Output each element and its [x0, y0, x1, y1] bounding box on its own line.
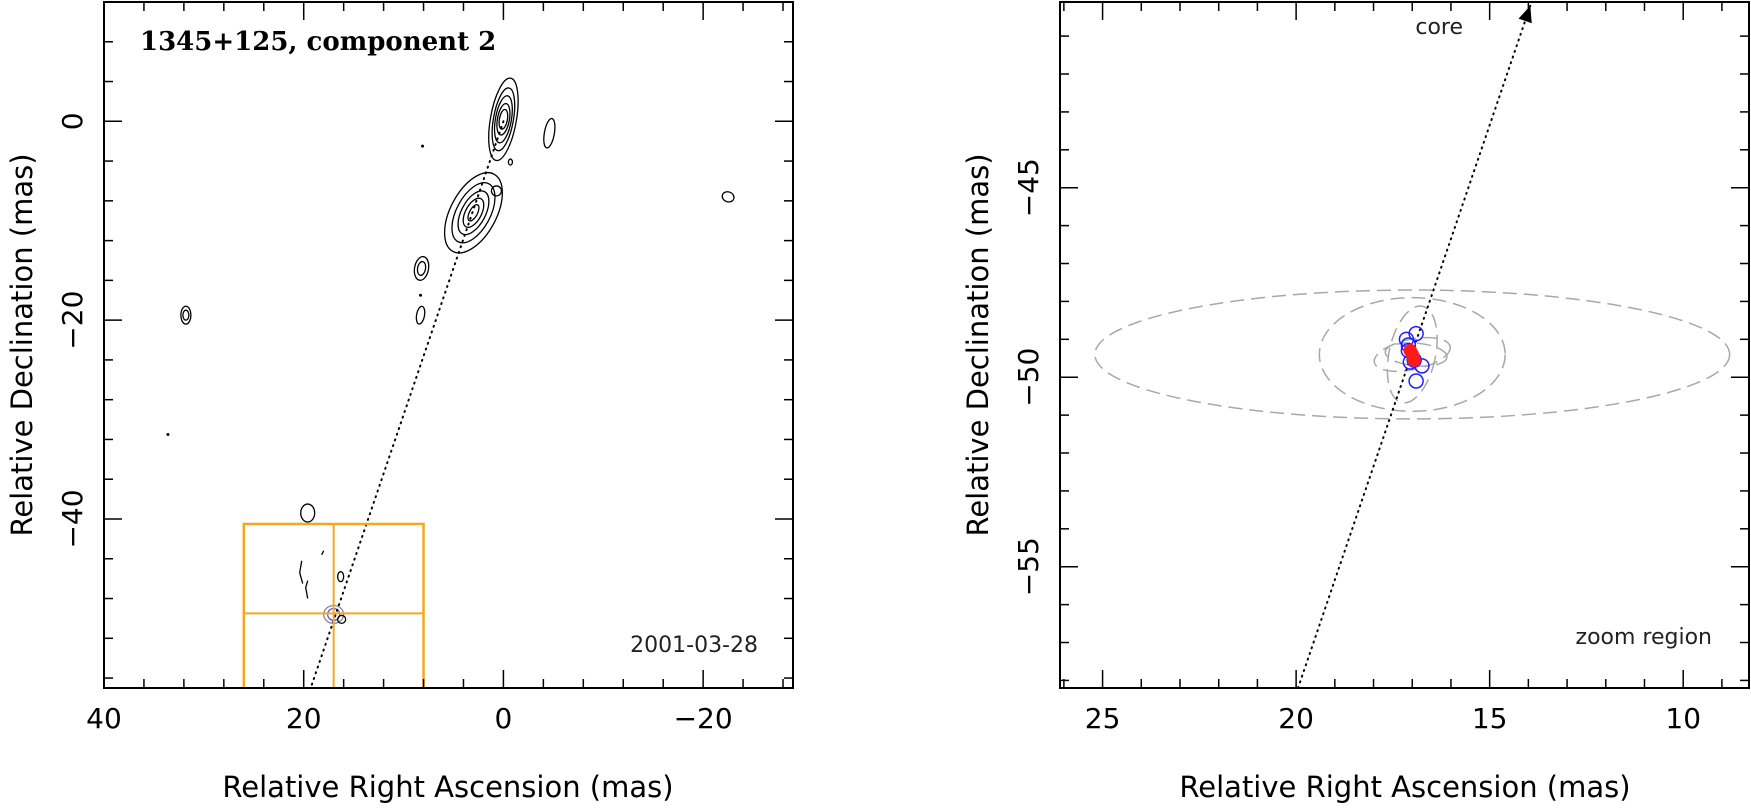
zoom-box [242, 522, 425, 688]
left-plot-frame [103, 1, 794, 689]
right-ticks [1060, 2, 1749, 688]
error-ellipse [1318, 296, 1506, 413]
left-x-axis-label: Relative Right Ascension (mas) [222, 770, 673, 804]
contour-small-blob-3 [337, 571, 345, 583]
contour-far-west-blob [721, 191, 735, 203]
right-x-axis-label: Relative Right Ascension (mas) [1179, 770, 1630, 804]
contour-knot [443, 172, 503, 254]
contour-small-blob-4 [337, 614, 347, 625]
position-point-blue [1408, 373, 1424, 389]
contour-core [488, 77, 519, 162]
position-point-blue [1408, 325, 1424, 342]
right-panel: 25 20 15 10 −45 −50 −55 core zoom region Relat… [961, 1, 1750, 804]
contour-point [419, 293, 423, 297]
left-y-tick-label: −40 [56, 489, 89, 548]
left-jet-line [309, 120, 505, 688]
right-y-axis-label: Relative Declination (mas) [961, 153, 995, 536]
contour-arc-1 [299, 560, 304, 584]
position-point-red [1403, 343, 1418, 358]
right-y-tick-label: −55 [1012, 537, 1045, 596]
contour-west-blob [543, 117, 556, 149]
contour-knot [467, 204, 480, 222]
contour-east-blob [182, 309, 190, 321]
left-date-label: 2001-03-28 [630, 633, 758, 658]
contour-core [491, 87, 516, 152]
core-label: core [1415, 15, 1463, 40]
left-x-tick-label: 0 [495, 702, 513, 735]
right-tick-labels: 25 20 15 10 −45 −50 −55 [1012, 158, 1701, 735]
error-ellipse [1386, 305, 1438, 404]
left-panel: 40 20 0 −20 0 −20 −40 1345+125, component 2 20… [5, 1, 794, 804]
right-points [1398, 325, 1430, 389]
contour-core [496, 102, 511, 136]
contour-small-blob-1 [490, 185, 503, 197]
left-y-tick-label: −20 [56, 291, 89, 350]
contour-knot [462, 197, 485, 228]
contour-point [166, 432, 170, 436]
contour-core [498, 108, 509, 130]
contour-knot-2 [413, 255, 430, 281]
core-direction-arrow [1518, 5, 1532, 24]
right-x-tick-label: 25 [1085, 702, 1121, 735]
right-plot-frame [1059, 1, 1750, 689]
contour-knot-2 [416, 260, 427, 276]
left-tick-labels: 40 20 0 −20 0 −20 −40 [56, 112, 733, 735]
left-y-tick-label: 0 [56, 112, 89, 130]
zoom-region-label: zoom region [1576, 625, 1712, 650]
error-ellipse [1094, 289, 1731, 420]
contour-arc-2 [305, 580, 309, 599]
left-x-tick-label: −20 [674, 702, 733, 735]
contour-east-blob [180, 305, 192, 325]
left-y-axis-label: Relative Declination (mas) [5, 153, 39, 536]
right-x-tick-label: 20 [1278, 702, 1314, 735]
contour-small-blob-2 [507, 158, 514, 166]
right-x-tick-label: 10 [1665, 702, 1701, 735]
contour-knot-3 [415, 305, 426, 325]
contour-arc-3 [321, 550, 325, 556]
left-jet-axis [309, 120, 505, 688]
left-contours [166, 77, 735, 625]
contour-core [493, 95, 513, 144]
left-title: 1345+125, component 2 [140, 27, 496, 57]
left-x-tick-label: 20 [286, 702, 322, 735]
contour-point [421, 144, 425, 148]
right-y-tick-label: −50 [1012, 348, 1045, 407]
left-ticks [103, 1, 793, 688]
contour-south-blob [300, 503, 316, 523]
right-y-tick-label: −45 [1012, 158, 1045, 217]
left-x-tick-label: 40 [86, 702, 122, 735]
right-x-tick-label: 15 [1472, 702, 1508, 735]
contour-knot [451, 182, 496, 244]
contour-knot [457, 190, 490, 236]
